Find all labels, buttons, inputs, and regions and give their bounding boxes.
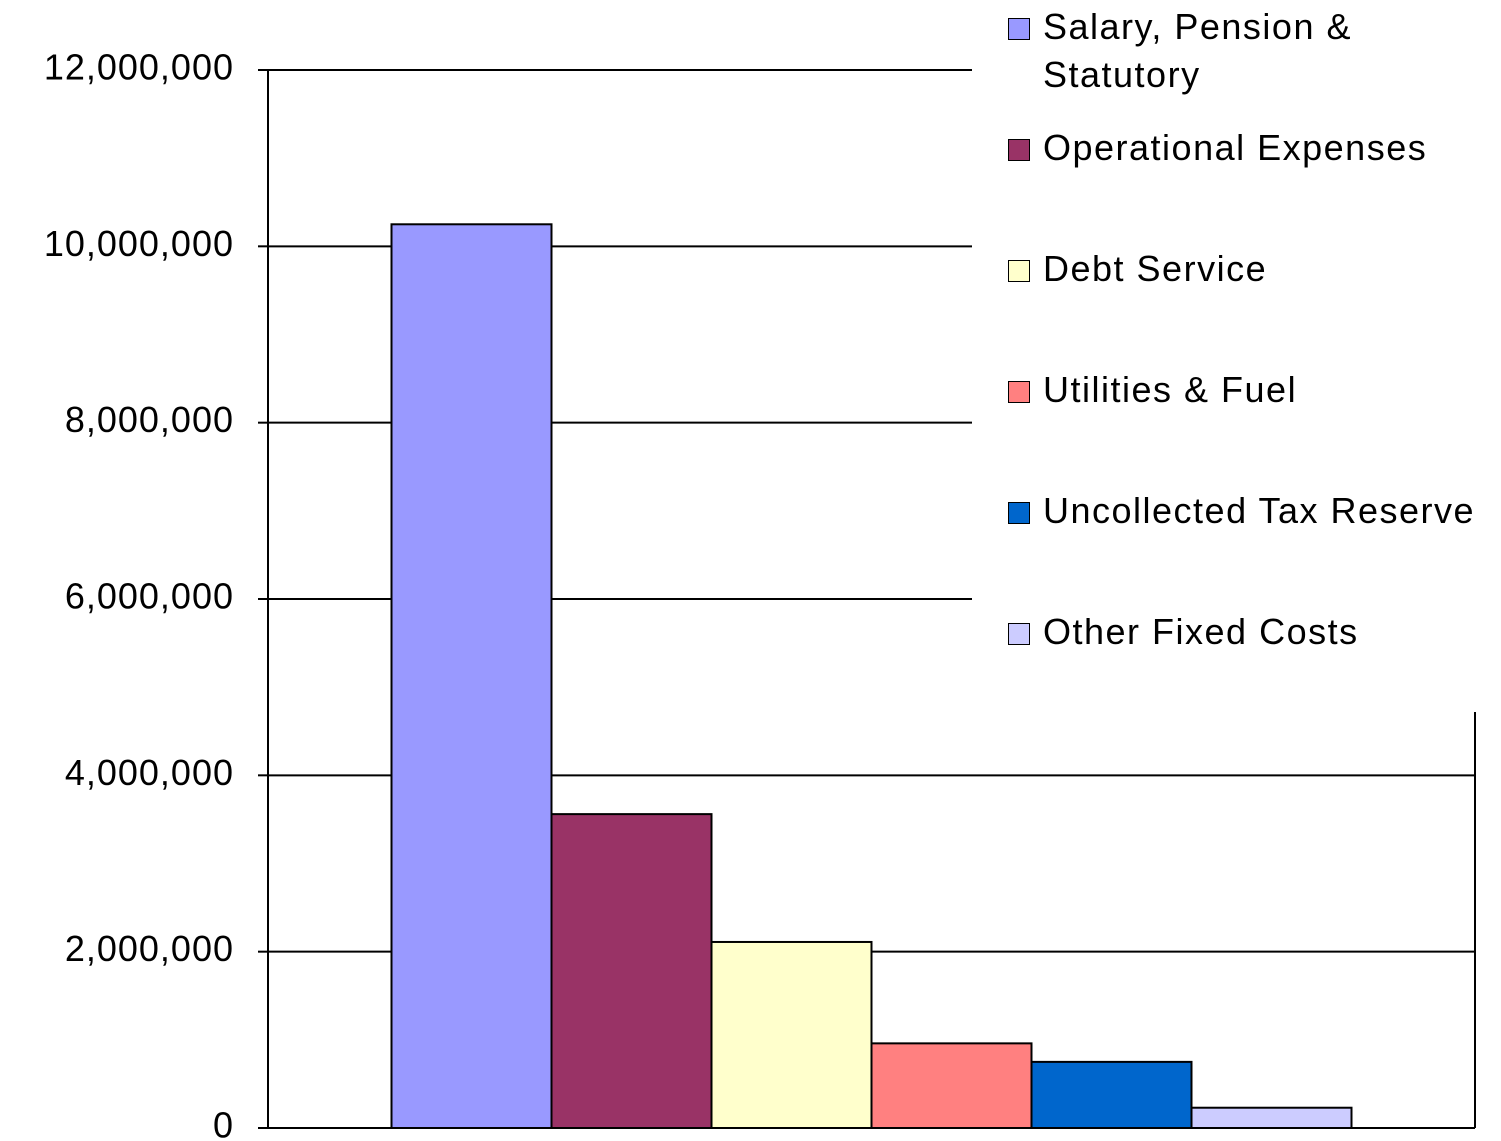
y-tick-label: 4,000,000 bbox=[65, 752, 234, 793]
legend-swatch bbox=[1008, 260, 1030, 282]
legend-label: Uncollected Tax Reserve bbox=[1043, 490, 1476, 531]
legend-swatch bbox=[1008, 381, 1030, 403]
y-tick-label: 6,000,000 bbox=[65, 576, 234, 617]
legend-label: Salary, Pension & Statutory bbox=[1043, 6, 1352, 95]
legend-swatch bbox=[1008, 18, 1030, 40]
bar bbox=[1030, 1060, 1193, 1129]
y-tick-label: 2,000,000 bbox=[65, 928, 234, 969]
legend-label: Other Fixed Costs bbox=[1043, 611, 1359, 652]
legend-label: Operational Expenses bbox=[1043, 127, 1428, 168]
y-tick-label: 10,000,000 bbox=[44, 223, 234, 264]
y-tick-label: 8,000,000 bbox=[65, 399, 234, 440]
bar bbox=[1190, 1106, 1353, 1130]
legend-swatch bbox=[1008, 623, 1030, 645]
legend-label: Debt Service bbox=[1043, 248, 1268, 289]
legend-swatch bbox=[1008, 139, 1030, 161]
bar bbox=[550, 813, 713, 1129]
y-tick-label: 0 bbox=[213, 1105, 234, 1141]
bar bbox=[710, 940, 873, 1129]
bar bbox=[870, 1042, 1033, 1129]
legend: Salary, Pension & Statutory Operational E… bbox=[972, 0, 1501, 712]
legend-label: Utilities & Fuel bbox=[1043, 369, 1298, 410]
y-tick-label: 12,000,000 bbox=[44, 47, 234, 88]
legend-swatch bbox=[1008, 502, 1030, 524]
bar bbox=[390, 223, 553, 1129]
